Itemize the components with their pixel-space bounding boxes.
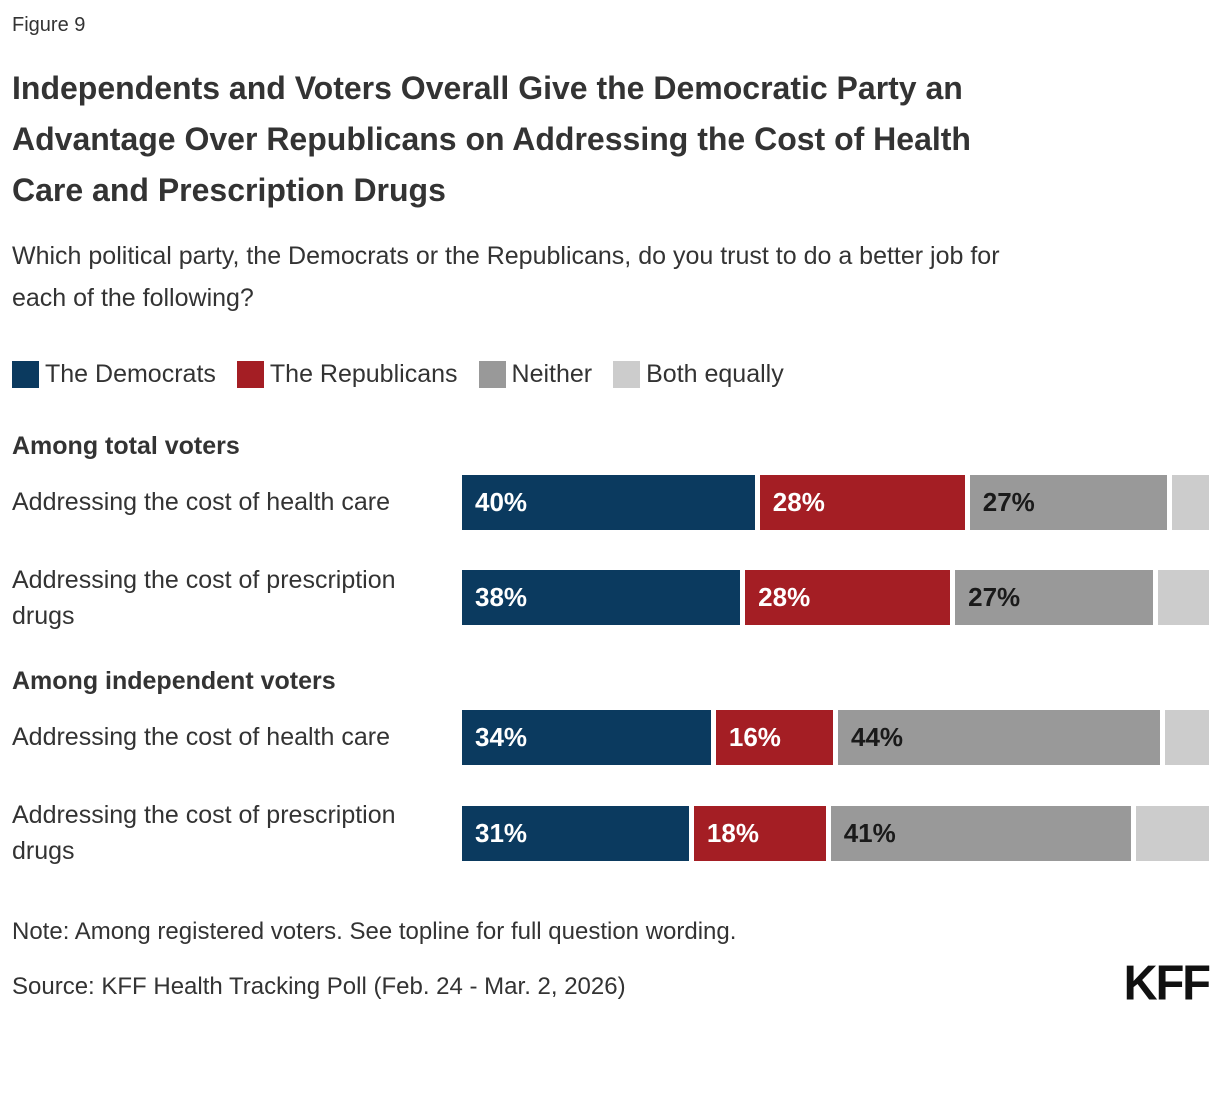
- note-text: Note: Among registered voters. See topli…: [12, 917, 737, 945]
- footer: Source: KFF Health Tracking Poll (Feb. 2…: [12, 954, 1211, 1010]
- bar-segment-neither: 27%: [955, 570, 1153, 626]
- bar-segment-neither: 41%: [830, 805, 1131, 861]
- bar-segment-both-equally: [1157, 570, 1209, 626]
- legend-label: Both equally: [646, 359, 784, 388]
- legend-swatch: [613, 360, 641, 388]
- page-subtitle: Which political party, the Democrats or …: [12, 241, 1000, 313]
- legend-swatch: [478, 360, 506, 388]
- legend-label: Neither: [511, 359, 593, 388]
- bar-value-label: 40%: [475, 486, 528, 517]
- bar-row-label: Addressing the cost of prescription drug…: [12, 562, 462, 635]
- group-heading: Among total voters: [12, 431, 240, 460]
- chart: Among total voters Addressing the cost o…: [12, 431, 1210, 870]
- bar-row: Addressing the cost of prescription drug…: [12, 797, 1210, 870]
- group-rows: Addressing the cost of health care 40% 28…: [12, 474, 1209, 635]
- bar-row-label-text: Addressing the cost of prescription drug…: [12, 565, 396, 630]
- bar-segment-the-republicans: 18%: [693, 805, 826, 861]
- bar-segment-both-equally: [1172, 474, 1209, 530]
- legend-item: The Republicans: [236, 359, 458, 389]
- chart-group: Among total voters Addressing the cost o…: [12, 431, 1209, 635]
- bar-value-label: 27%: [968, 582, 1021, 613]
- bar-row: Addressing the cost of prescription drug…: [12, 562, 1209, 635]
- legend: The Democrats The Republicans Neither Bo…: [12, 360, 1209, 389]
- bar-row-label-text: Addressing the cost of health care: [12, 723, 391, 752]
- legend-item: Both equally: [613, 360, 784, 389]
- bar-segment-both-equally: [1135, 805, 1210, 861]
- group-rows: Addressing the cost of health care 34% 16…: [12, 710, 1210, 870]
- chart-group: Among independent voters Addressing the …: [12, 666, 1210, 870]
- bar-row-label-text: Addressing the cost of prescription drug…: [12, 801, 396, 866]
- bar-segment-the-democrats: 31%: [462, 805, 689, 861]
- bar-value-label: 27%: [982, 486, 1035, 517]
- bar-row-label: Addressing the cost of health care: [12, 484, 462, 520]
- group-heading: Among independent voters: [12, 667, 336, 696]
- figure-label: Figure 9: [12, 14, 86, 36]
- bar-value-label: 18%: [706, 817, 759, 848]
- bar-value-label: 16%: [728, 722, 781, 753]
- legend-label: The Republicans: [269, 359, 458, 388]
- bar-segment-the-republicans: 28%: [745, 570, 951, 626]
- bar-segment-the-democrats: 34%: [462, 710, 711, 766]
- legend-swatch: [236, 360, 264, 388]
- legend-label: The Democrats: [45, 359, 216, 388]
- bar-segment-both-equally: [1165, 710, 1209, 766]
- stacked-bar: 38% 28% 27%: [462, 570, 1209, 626]
- page-title: Independents and Voters Overall Give the…: [12, 70, 971, 209]
- kff-logo: KFF: [1123, 954, 1211, 1010]
- bar-value-label: 34%: [475, 722, 528, 753]
- stacked-bar: 31% 18% 41%: [462, 805, 1210, 861]
- stacked-bar: 40% 28% 27%: [462, 474, 1209, 530]
- legend-item: Neither: [478, 359, 593, 389]
- bar-value-label: 41%: [843, 817, 896, 848]
- bar-segment-the-republicans: 16%: [715, 710, 833, 766]
- bar-segment-neither: 27%: [969, 474, 1168, 530]
- source-text: Source: KFF Health Tracking Poll (Feb. 2…: [12, 972, 626, 1000]
- bar-value-label: 28%: [772, 486, 825, 517]
- bar-segment-neither: 44%: [838, 710, 1161, 766]
- bar-segment-the-democrats: 38%: [462, 570, 741, 626]
- bar-segment-the-republicans: 28%: [759, 474, 965, 530]
- stacked-bar: 34% 16% 44%: [462, 710, 1209, 766]
- bar-row-label: Addressing the cost of prescription drug…: [12, 797, 462, 870]
- bar-row: Addressing the cost of health care 40% 28…: [12, 474, 1209, 530]
- bar-row: Addressing the cost of health care 34% 16…: [12, 710, 1209, 766]
- bar-segment-the-democrats: 40%: [462, 474, 755, 530]
- bar-row-label-text: Addressing the cost of health care: [12, 487, 391, 516]
- bar-value-label: 31%: [475, 817, 528, 848]
- bar-value-label: 44%: [851, 722, 904, 753]
- bar-row-label: Addressing the cost of health care: [12, 719, 462, 755]
- bar-value-label: 28%: [758, 582, 811, 613]
- bar-value-label: 38%: [475, 582, 528, 613]
- legend-swatch: [12, 360, 39, 388]
- legend-item: The Democrats: [12, 360, 216, 389]
